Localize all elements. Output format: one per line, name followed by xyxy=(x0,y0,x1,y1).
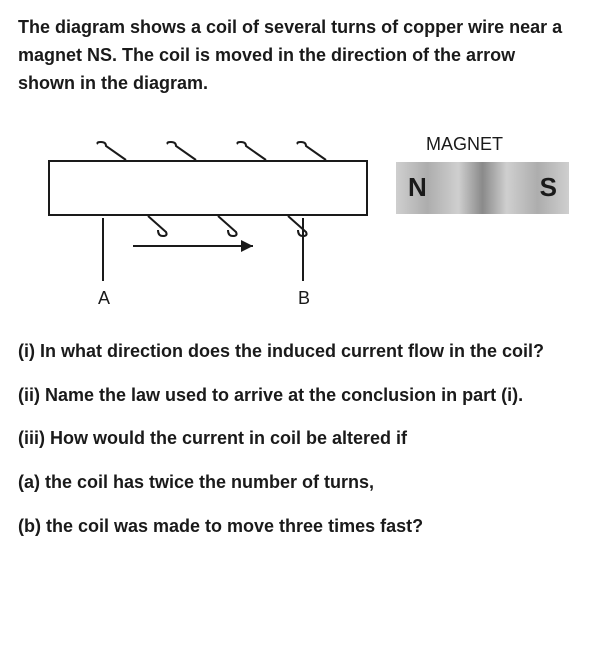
coil-core xyxy=(48,160,368,216)
magnet-pole-n: N xyxy=(408,172,427,203)
question-iii-b: (b) the coil was made to move three time… xyxy=(18,513,575,541)
question-iii-a: (a) the coil has twice the number of tur… xyxy=(18,469,575,497)
intro-text: The diagram shows a coil of several turn… xyxy=(18,14,575,98)
terminal-label-a: A xyxy=(98,288,110,309)
question-i: (i) In what direction does the induced c… xyxy=(18,338,575,366)
magnet-label: MAGNET xyxy=(426,134,503,155)
question-iii: (iii) How would the current in coil be a… xyxy=(18,425,575,453)
magnet: N S xyxy=(396,162,569,214)
question-ii: (ii) Name the law used to arrive at the … xyxy=(18,382,575,410)
figure: MAGNET N S A B xyxy=(18,126,575,316)
magnet-pole-s: S xyxy=(540,172,557,203)
terminal-label-b: B xyxy=(298,288,310,309)
